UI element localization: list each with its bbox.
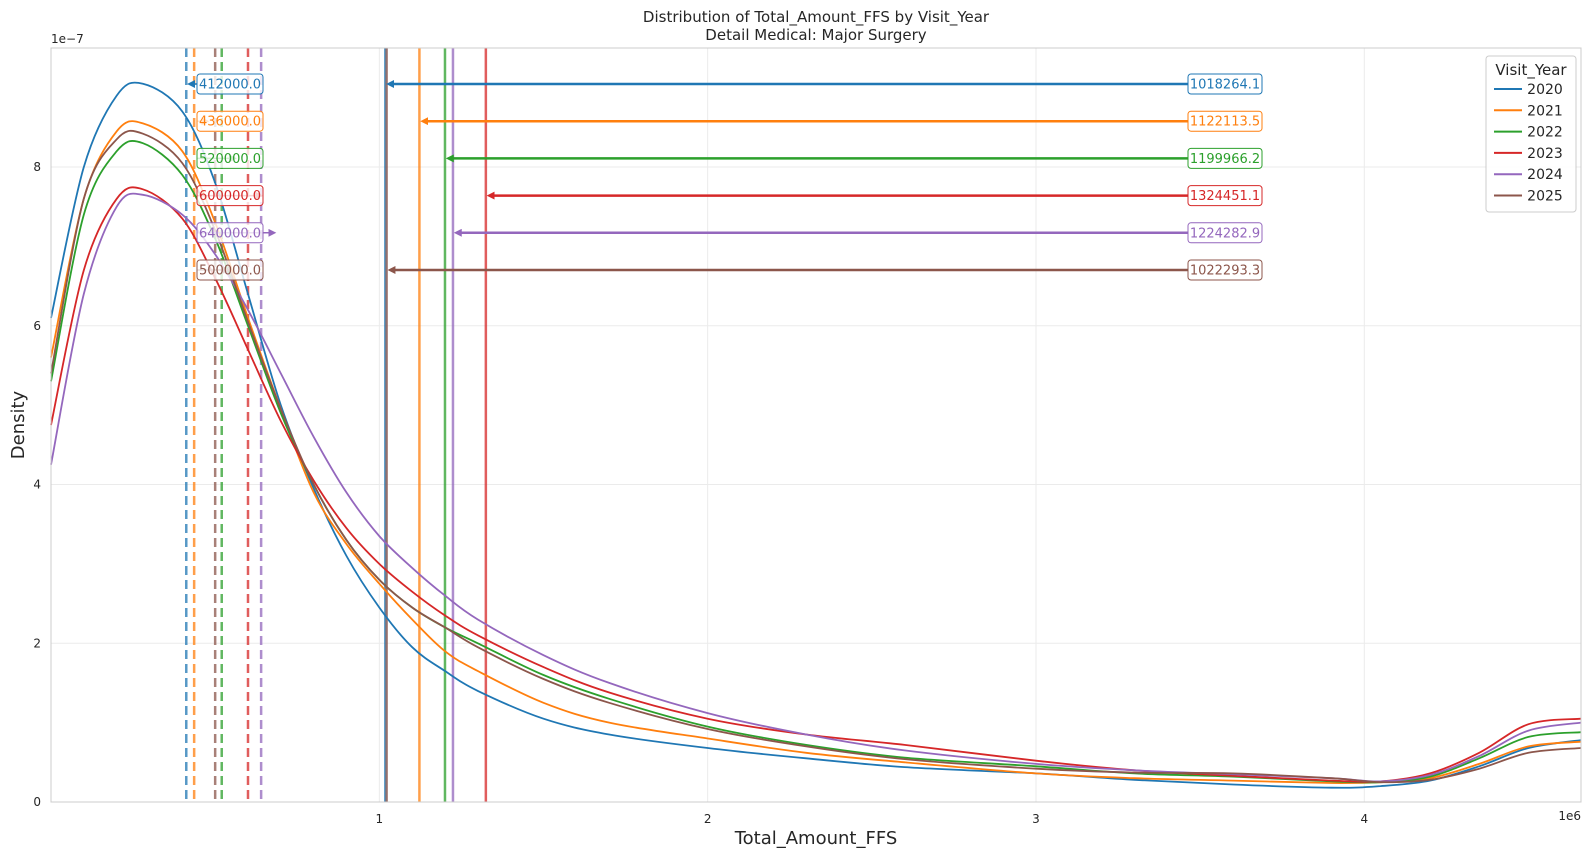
median-label-2022: 520000.0	[199, 152, 261, 167]
y-tick-label: 6	[33, 319, 41, 333]
legend-label-2023: 2023	[1527, 146, 1563, 162]
y-tick-label: 0	[33, 795, 41, 809]
legend-label-2025: 2025	[1527, 189, 1563, 205]
x-tick-label: 1	[376, 812, 384, 826]
legend-label-2024: 2024	[1527, 167, 1563, 183]
median-label-2021: 436000.0	[199, 115, 261, 130]
chart-title: Distribution of Total_Amount_FFS by Visi…	[643, 8, 990, 27]
y-tick-label: 2	[33, 636, 41, 650]
y-tick-label: 4	[33, 478, 41, 492]
x-tick-label: 4	[1360, 812, 1368, 826]
y-tick-label: 8	[33, 160, 41, 174]
mean-label-2024: 1224282.9	[1190, 226, 1260, 241]
legend-label-2020: 2020	[1527, 82, 1563, 98]
legend-label-2021: 2021	[1527, 103, 1563, 119]
median-label-2024: 640000.0	[199, 226, 261, 241]
mean-label-2023: 1324451.1	[1190, 189, 1260, 204]
median-label-2025: 500000.0	[199, 264, 261, 279]
x-axis-offset: 1e6	[1558, 809, 1581, 823]
legend: Visit_Year 2020 2021 2022 2023 2024 2025	[1486, 56, 1576, 212]
x-tick-label: 3	[1032, 812, 1040, 826]
mean-label-2022: 1199966.2	[1190, 152, 1260, 167]
x-axis-ticks: 1 2 3 4	[376, 812, 1369, 826]
median-label-2020: 412000.0	[199, 78, 261, 93]
legend-title: Visit_Year	[1495, 61, 1567, 80]
x-axis-label: Total_Amount_FFS	[734, 828, 898, 849]
median-label-2023: 600000.0	[199, 189, 261, 204]
mean-label-2021: 1122113.5	[1190, 115, 1260, 130]
mean-label-2025: 1022293.3	[1190, 264, 1260, 279]
mean-label-2020: 1018264.1	[1190, 78, 1260, 93]
y-axis-offset: 1e−7	[51, 32, 84, 46]
legend-label-2022: 2022	[1527, 125, 1563, 141]
plot-background	[51, 48, 1581, 802]
chart-subtitle: Detail Medical: Major Surgery	[705, 26, 927, 44]
x-tick-label: 2	[704, 812, 712, 826]
y-axis-ticks: 0 2 4 6 8	[33, 160, 41, 809]
y-axis-label: Density	[8, 390, 29, 459]
